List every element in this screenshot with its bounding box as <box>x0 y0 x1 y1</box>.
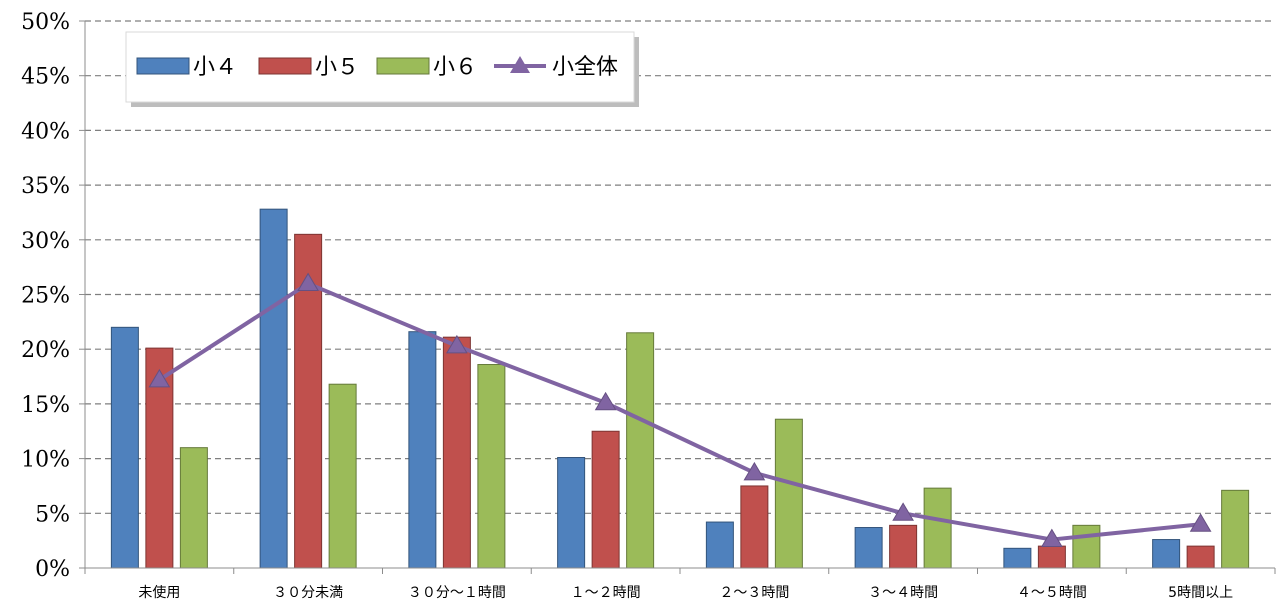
y-tick-label: 0% <box>35 557 70 582</box>
x-tick-label: １～２時間 <box>571 585 641 601</box>
bar <box>705 521 734 569</box>
bar <box>328 383 357 569</box>
x-tick-label: ２～３時間 <box>719 585 789 601</box>
total-line <box>148 272 1212 548</box>
y-tick-label: 5% <box>35 502 70 527</box>
bar <box>1072 524 1101 569</box>
line-marker <box>446 334 468 354</box>
legend: 小４ 小５ 小６ 小全体 <box>125 31 639 107</box>
bar <box>774 418 803 569</box>
legend-marker <box>510 56 530 73</box>
line-marker <box>594 391 617 411</box>
line-marker <box>892 502 914 521</box>
bar <box>259 208 288 569</box>
bar <box>1037 545 1066 569</box>
bar <box>1003 547 1032 569</box>
bar <box>442 336 471 569</box>
bar <box>110 326 139 569</box>
y-tick-label: 30% <box>21 229 70 254</box>
bar <box>1221 489 1250 569</box>
x-tick-label: 5時間以上 <box>1168 585 1233 601</box>
bar <box>1152 539 1181 569</box>
line-marker <box>743 461 766 481</box>
bar <box>179 447 208 569</box>
line-marker <box>148 368 171 388</box>
bar <box>408 331 437 569</box>
bar <box>923 487 952 569</box>
line-marker <box>1189 513 1212 532</box>
legend-label: 小５ <box>315 55 359 80</box>
x-tick-labels: 未使用 ３０分未満 ３０分～１時間 １～２時間 ２～３時間 ３～４時間 ４～５時間 5時間以上 <box>138 584 1233 601</box>
line-marker <box>297 272 319 292</box>
legend-swatch <box>376 57 430 75</box>
y-tick-label: 20% <box>21 338 70 363</box>
legend-label: 小４ <box>193 55 237 80</box>
y-tick-label: 50% <box>21 10 70 35</box>
y-tick-label: 40% <box>21 119 70 144</box>
x-tick-label: ４～５時間 <box>1017 585 1087 601</box>
bar <box>591 430 620 569</box>
x-tick-label: 未使用 <box>138 584 180 601</box>
x-tick-label: ３０分未満 <box>273 585 343 601</box>
y-tick-label: 15% <box>21 393 70 418</box>
y-tick-label: 25% <box>21 284 70 309</box>
bar <box>626 332 655 569</box>
legend-label: 小全体 <box>552 55 618 80</box>
bar <box>557 457 586 569</box>
y-tick-label: 10% <box>21 448 70 473</box>
bar <box>477 364 506 569</box>
y-tick-labels: 0% 5% 10% 15% 20% 25% 30% 35% 40% 45% 50% <box>21 10 70 582</box>
line-marker <box>1041 528 1063 548</box>
legend-label: 小６ <box>433 55 477 80</box>
x-tick-label: ３～４時間 <box>868 585 938 601</box>
legend-swatch <box>136 57 190 75</box>
gridlines <box>85 20 1275 514</box>
bar <box>740 485 769 569</box>
y-tick-label: 35% <box>21 174 70 199</box>
bar <box>1186 545 1215 569</box>
legend-swatch <box>258 57 312 75</box>
x-tick-label: ３０分～１時間 <box>408 585 506 601</box>
bar <box>889 524 918 569</box>
series-line <box>158 281 1201 542</box>
bars <box>110 208 1250 569</box>
y-tick-label: 45% <box>21 65 70 90</box>
axes <box>79 20 1276 574</box>
bar <box>854 527 883 569</box>
